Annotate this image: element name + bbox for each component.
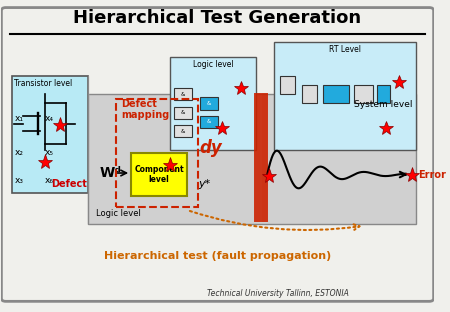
Bar	[12, 76, 88, 193]
Text: Logic level: Logic level	[193, 60, 234, 69]
Bar	[200, 116, 217, 128]
Bar	[174, 125, 192, 138]
Text: &: &	[181, 110, 185, 115]
Text: x₄: x₄	[45, 115, 54, 123]
Text: System level: System level	[354, 100, 412, 109]
Bar	[354, 85, 373, 104]
Bar	[131, 153, 187, 196]
Text: &: &	[181, 92, 185, 97]
FancyBboxPatch shape	[1, 7, 434, 301]
Bar	[174, 88, 192, 100]
Text: &: &	[207, 119, 211, 124]
Text: x₅: x₅	[45, 149, 54, 158]
Text: RT Level: RT Level	[329, 45, 361, 54]
Bar	[274, 41, 416, 150]
Text: &: &	[181, 129, 185, 134]
Bar	[302, 85, 317, 104]
Text: &: &	[207, 101, 211, 106]
Text: Technical University Tallinn, ESTONIA: Technical University Tallinn, ESTONIA	[207, 289, 349, 298]
Text: Defect
mapping: Defect mapping	[122, 99, 170, 120]
Text: x₆: x₆	[45, 176, 54, 185]
Bar	[174, 106, 192, 119]
Bar	[378, 85, 391, 104]
Bar	[200, 97, 217, 110]
Text: y*: y*	[198, 179, 210, 189]
Text: Transistor level: Transistor level	[14, 79, 72, 88]
Text: Logic level: Logic level	[96, 209, 141, 218]
Text: x₁: x₁	[14, 115, 23, 123]
Text: Component
level: Component level	[135, 165, 184, 184]
Text: x₂: x₂	[14, 149, 23, 158]
Text: Defect: Defect	[51, 179, 87, 189]
Bar	[88, 94, 416, 224]
Text: Error: Error	[418, 169, 446, 179]
Bar	[116, 99, 198, 207]
Text: x₃: x₃	[14, 176, 23, 185]
Bar	[280, 76, 295, 94]
Text: Hierarchical Test Generation: Hierarchical Test Generation	[73, 9, 362, 27]
Text: dy: dy	[199, 139, 222, 157]
Text: Wᵈ: Wᵈ	[100, 166, 122, 180]
Bar	[324, 85, 349, 104]
Bar	[170, 57, 256, 150]
Text: Hierarchical test (fault propagation): Hierarchical test (fault propagation)	[104, 251, 331, 261]
